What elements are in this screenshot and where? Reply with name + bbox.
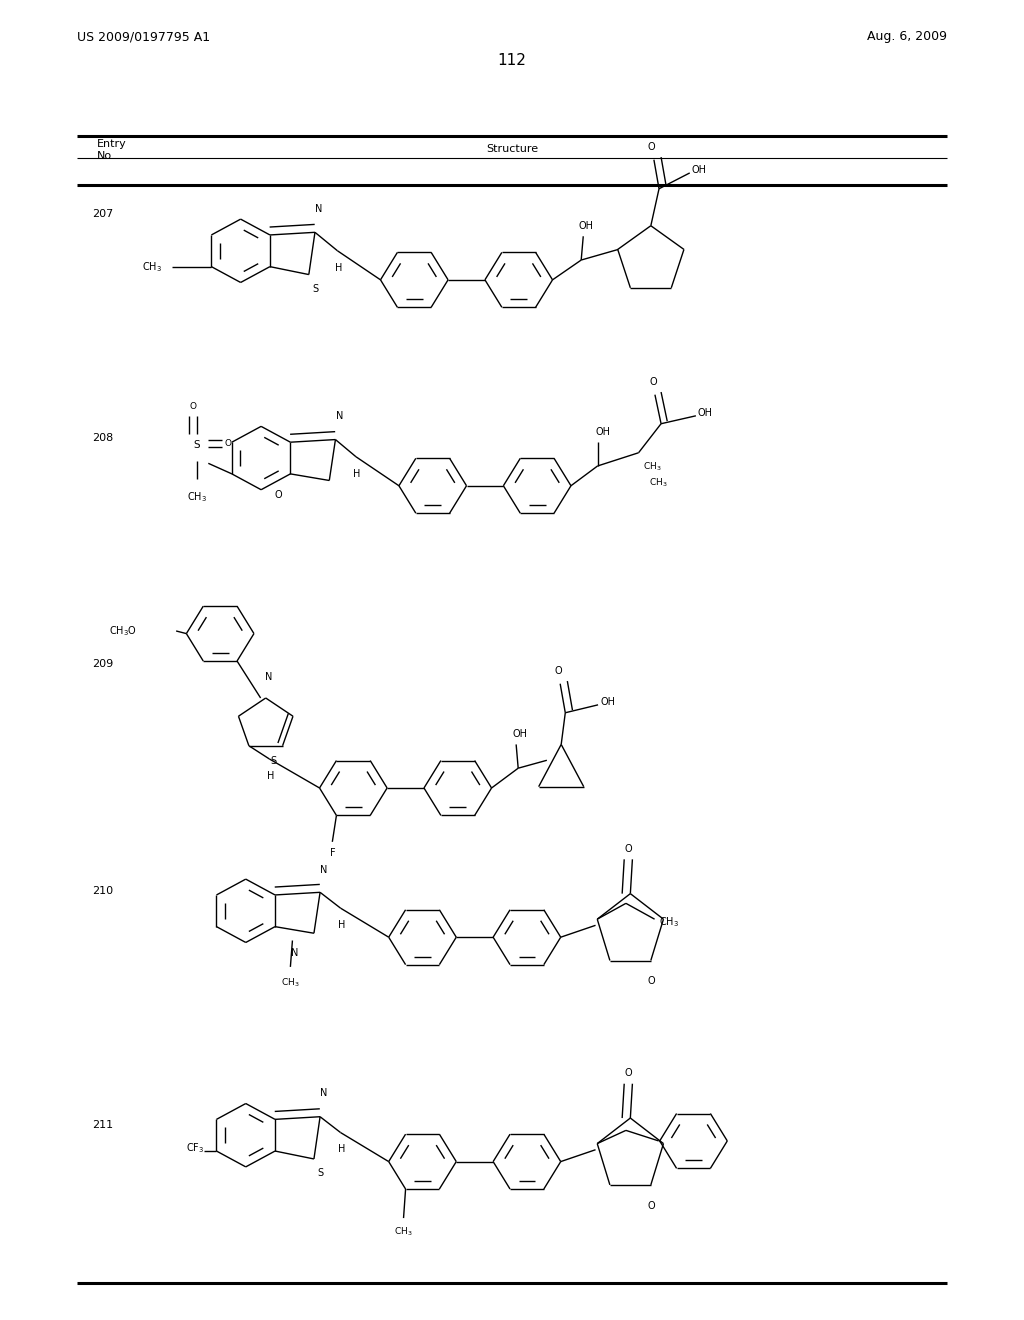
Text: CH$_3$: CH$_3$ (658, 915, 679, 929)
Text: O: O (647, 977, 654, 986)
Text: Aug. 6, 2009: Aug. 6, 2009 (867, 30, 947, 44)
Text: H: H (266, 771, 274, 781)
Text: O: O (189, 401, 197, 411)
Text: O: O (649, 376, 657, 387)
Text: 209: 209 (92, 659, 114, 669)
Text: O: O (274, 490, 283, 500)
Text: OH: OH (596, 426, 610, 437)
Text: O: O (555, 665, 562, 676)
Text: CH$_3$: CH$_3$ (649, 477, 668, 488)
Text: OH: OH (698, 408, 713, 418)
Text: US 2009/0197795 A1: US 2009/0197795 A1 (77, 30, 210, 44)
Text: 207: 207 (92, 209, 114, 219)
Text: N: N (336, 411, 343, 421)
Text: N: N (291, 948, 298, 958)
Text: Entry: Entry (97, 139, 127, 149)
Text: Structure: Structure (486, 144, 538, 154)
Text: O: O (625, 843, 632, 854)
Text: S: S (270, 756, 276, 767)
Text: CH$_3$: CH$_3$ (187, 490, 207, 503)
Text: H: H (335, 263, 342, 273)
Text: OH: OH (600, 697, 615, 708)
Text: CH$_3$: CH$_3$ (142, 260, 162, 273)
Text: O: O (625, 1068, 632, 1078)
Text: CH$_3$: CH$_3$ (643, 461, 662, 473)
Text: 210: 210 (92, 886, 114, 896)
Text: CH$_3$O: CH$_3$O (110, 624, 137, 638)
Text: F: F (330, 849, 335, 858)
Text: S: S (317, 1168, 324, 1179)
Text: OH: OH (579, 220, 593, 231)
Text: 208: 208 (92, 433, 114, 444)
Text: 112: 112 (498, 53, 526, 69)
Text: No.: No. (97, 150, 116, 161)
Text: S: S (194, 440, 201, 450)
Text: H: H (353, 469, 360, 479)
Text: N: N (265, 672, 272, 682)
Text: H: H (338, 1144, 345, 1155)
Text: OH: OH (512, 729, 527, 739)
Text: S: S (312, 284, 318, 294)
Text: H: H (338, 920, 345, 931)
Text: CF$_3$: CF$_3$ (186, 1142, 204, 1155)
Text: CH$_3$: CH$_3$ (281, 977, 300, 989)
Text: O: O (647, 1201, 654, 1210)
Text: N: N (321, 1088, 328, 1098)
Text: OH: OH (692, 165, 707, 176)
Text: O: O (224, 440, 231, 447)
Text: N: N (321, 865, 328, 875)
Text: 211: 211 (92, 1119, 114, 1130)
Text: O: O (647, 141, 655, 152)
Text: N: N (315, 203, 323, 214)
Text: CH$_3$: CH$_3$ (394, 1226, 413, 1238)
